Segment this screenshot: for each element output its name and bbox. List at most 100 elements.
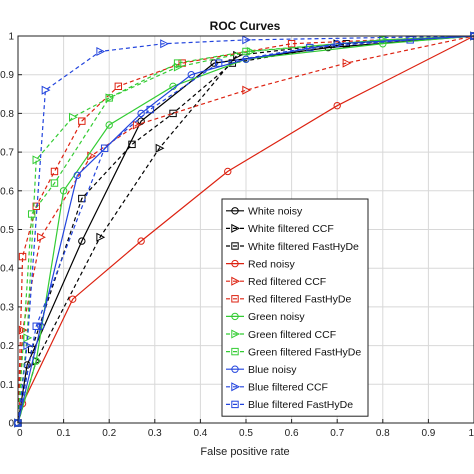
data-point [210,59,218,67]
series-line-blue-filtered-ccf [17,35,474,424]
legend-label: Blue filtered FastHyDe [248,399,353,411]
data-point [96,46,106,56]
series-line-blue-noisy [17,35,474,424]
legend-label: White noisy [248,206,303,218]
legend-label: White filtered FastHyDe [248,241,359,253]
y-tick-label: 0.8 [0,109,14,120]
series-line-white-noisy [17,35,474,424]
data-point [78,117,86,125]
data-point [146,105,154,114]
data-point [18,325,28,335]
data-point [333,40,341,48]
data-point [100,144,109,152]
legend-marker [231,207,239,215]
legend-entry-blue-noisy: Blue noisy [226,364,297,376]
data-point [50,179,59,187]
legend-box [221,198,369,417]
legend-label: White filtered CCF [248,223,334,235]
data-point [59,187,68,195]
data-point [105,121,113,129]
data-point [187,71,195,79]
legend-entry-red-filtered-fasthyde: Red filtered FastHyDe [226,294,351,306]
data-point [27,210,36,218]
x-tick-label: 0.9 [421,428,435,439]
data-point [137,237,145,245]
data-point [169,109,177,118]
legend-label: Blue filtered CCF [248,382,328,394]
y-tick-label: 0 [8,419,14,430]
y-tick-label: 0.4 [0,264,14,275]
legend-marker [231,276,241,286]
x-tick-label: 0.2 [102,428,116,439]
x-tick-label: 1 [468,428,474,439]
x-tick-label: 0.4 [193,428,207,439]
data-point [155,143,165,153]
legend-label: Green filtered CCF [248,329,336,341]
data-point [132,120,142,130]
series-line-white-filtered-fasthyde [17,35,474,424]
x-tick-label: 0.6 [285,428,299,439]
data-point [342,58,352,68]
x-tick-label: 0.5 [239,428,253,439]
x-axis-title: False positive rate [200,446,289,458]
data-point [242,35,252,45]
y-tick-label: 0.9 [0,70,14,81]
legend-entry-blue-filtered-ccf: Blue filtered CCF [226,382,328,394]
data-point [32,322,40,330]
data-point [379,36,387,44]
data-point [173,59,182,67]
y-tick-label: 0.2 [0,341,14,352]
data-point [105,94,113,102]
y-tick-label: 0.1 [0,380,14,391]
legend-entry-white-filtered-ccf: White filtered CCF [226,223,334,235]
x-tick-label: 0 [17,428,23,439]
data-point [333,101,341,110]
x-tick-label: 0.8 [376,428,390,439]
data-point [128,140,136,149]
data-point [69,295,77,303]
legend-label: Blue noisy [248,364,297,376]
y-tick-label: 0.3 [0,302,14,313]
legend-entry-white-noisy: White noisy [226,206,303,218]
data-point [173,62,183,72]
data-point [160,39,170,49]
data-point [23,341,33,351]
series-line-green-noisy [17,35,474,424]
data-point [32,155,42,165]
data-point [73,171,81,180]
data-point [214,59,223,67]
data-point [37,322,45,330]
data-point [37,232,46,242]
legend-entry-blue-filtered-fasthyde: Blue filtered FastHyDe [226,399,353,411]
y-tick-label: 1 [8,32,14,43]
legend-marker [231,329,241,339]
data-point [246,46,256,56]
data-point [224,167,232,176]
legend-marker [231,295,239,303]
x-tick-label: 0.1 [57,428,71,439]
x-tick-label: 0.7 [330,428,344,439]
legend: White noisy White filtered CCF White filte… [221,198,369,417]
legend-entry-green-filtered-fasthyde: Green filtered FastHyDe [226,346,361,358]
legend-entry-green-noisy: Green noisy [226,311,305,323]
x-tick-label: 0.3 [148,428,162,439]
legend-entry-red-filtered-ccf: Red filtered CCF [226,276,326,288]
data-point [78,194,86,203]
legend-entry-white-filtered-fasthyde: White filtered FastHyDe [226,241,359,253]
data-point [78,237,86,245]
data-point [242,85,252,95]
legend-marker [231,365,239,373]
data-point [41,85,51,95]
data-point [50,167,59,176]
data-point [69,112,78,122]
data-point [242,47,250,56]
legend-label: Red filtered FastHyDe [248,294,351,306]
legend-marker [231,242,239,250]
legend-label: Red filtered CCF [248,276,326,288]
legend-marker [231,400,239,409]
legend-label: Red noisy [248,258,295,270]
legend-label: Green noisy [248,311,305,323]
y-tick-label: 0.5 [0,225,14,236]
